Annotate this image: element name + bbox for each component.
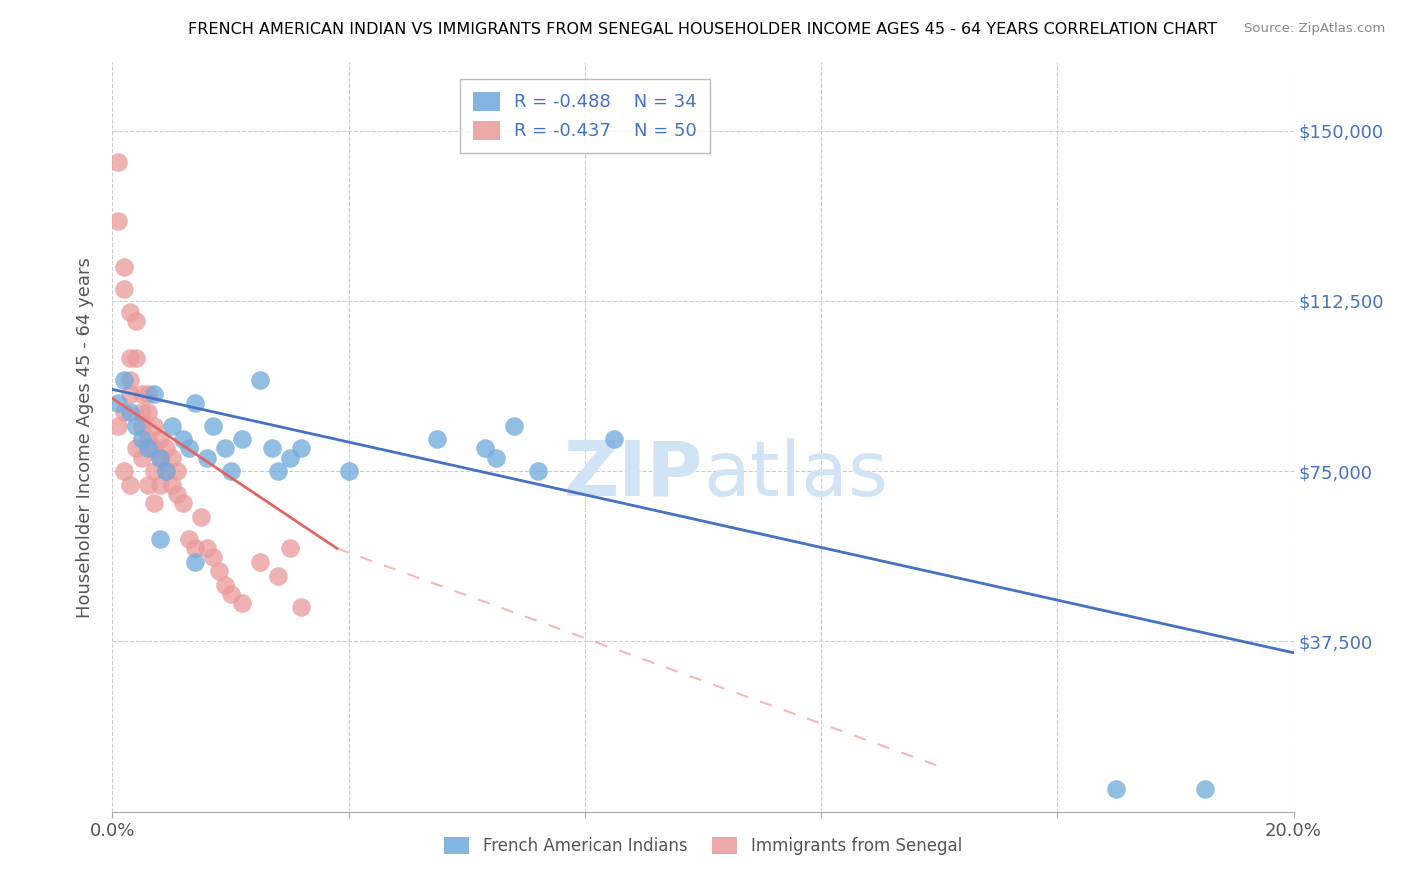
Point — [149, 450, 172, 465]
Point — [136, 387, 159, 401]
Point — [184, 541, 207, 556]
Point — [267, 568, 290, 582]
Point — [231, 596, 253, 610]
Point — [136, 433, 159, 447]
Point — [131, 418, 153, 433]
Point — [125, 351, 148, 365]
Point — [184, 396, 207, 410]
Point — [155, 464, 177, 478]
Point — [142, 464, 165, 478]
Point — [1194, 782, 1216, 797]
Point — [160, 450, 183, 465]
Text: FRENCH AMERICAN INDIAN VS IMMIGRANTS FROM SENEGAL HOUSEHOLDER INCOME AGES 45 - 6: FRENCH AMERICAN INDIAN VS IMMIGRANTS FRO… — [188, 22, 1218, 37]
Point — [131, 387, 153, 401]
Point — [231, 433, 253, 447]
Point — [214, 577, 236, 591]
Point — [112, 464, 135, 478]
Point — [426, 433, 449, 447]
Point — [112, 373, 135, 387]
Text: Source: ZipAtlas.com: Source: ZipAtlas.com — [1244, 22, 1385, 36]
Point — [208, 564, 231, 578]
Point — [131, 450, 153, 465]
Point — [260, 442, 283, 456]
Point — [125, 442, 148, 456]
Point — [172, 433, 194, 447]
Point — [120, 373, 142, 387]
Point — [149, 533, 172, 547]
Point — [485, 450, 508, 465]
Point — [120, 305, 142, 319]
Point — [131, 433, 153, 447]
Point — [136, 442, 159, 456]
Point — [201, 418, 224, 433]
Point — [172, 496, 194, 510]
Point — [166, 487, 188, 501]
Point — [149, 433, 172, 447]
Point — [184, 555, 207, 569]
Point — [160, 477, 183, 491]
Point — [503, 418, 526, 433]
Point — [131, 405, 153, 419]
Point — [155, 442, 177, 456]
Point — [107, 396, 129, 410]
Point — [249, 373, 271, 387]
Point — [214, 442, 236, 456]
Point — [249, 555, 271, 569]
Point — [149, 450, 172, 465]
Legend: French American Indians, Immigrants from Senegal: French American Indians, Immigrants from… — [436, 829, 970, 863]
Point — [120, 477, 142, 491]
Point — [195, 450, 218, 465]
Point — [1105, 782, 1128, 797]
Point — [179, 533, 201, 547]
Point — [136, 405, 159, 419]
Point — [142, 418, 165, 433]
Point — [125, 314, 148, 328]
Point — [337, 464, 360, 478]
Point — [142, 496, 165, 510]
Point — [120, 387, 142, 401]
Point — [125, 418, 148, 433]
Point — [142, 442, 165, 456]
Point — [278, 541, 301, 556]
Point — [179, 442, 201, 456]
Point — [201, 550, 224, 565]
Text: atlas: atlas — [703, 438, 887, 511]
Point — [112, 260, 135, 274]
Point — [290, 600, 312, 615]
Point — [107, 214, 129, 228]
Point — [190, 509, 212, 524]
Point — [149, 477, 172, 491]
Point — [195, 541, 218, 556]
Point — [136, 477, 159, 491]
Point — [120, 351, 142, 365]
Point — [160, 418, 183, 433]
Point — [142, 387, 165, 401]
Point — [474, 442, 496, 456]
Point — [107, 418, 129, 433]
Point — [278, 450, 301, 465]
Point — [107, 155, 129, 169]
Y-axis label: Householder Income Ages 45 - 64 years: Householder Income Ages 45 - 64 years — [76, 257, 94, 617]
Point — [219, 587, 242, 601]
Point — [166, 464, 188, 478]
Point — [267, 464, 290, 478]
Point — [155, 464, 177, 478]
Point — [526, 464, 548, 478]
Point — [112, 283, 135, 297]
Point — [290, 442, 312, 456]
Text: ZIP: ZIP — [564, 438, 703, 511]
Point — [603, 433, 626, 447]
Point — [120, 405, 142, 419]
Point — [219, 464, 242, 478]
Point — [112, 405, 135, 419]
